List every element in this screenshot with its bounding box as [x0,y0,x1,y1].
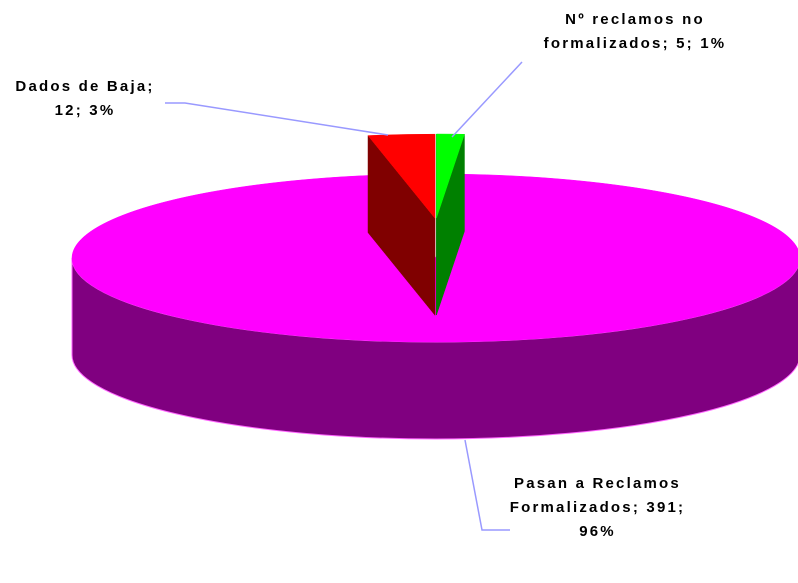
slice [436,133,465,219]
data-label: Pasan a Reclamos Formalizados; 391; 96% [509,475,686,540]
leader-line [165,102,389,136]
data-label: Nº reclamos no formalizados; 5; 1% [543,11,727,52]
slice [367,133,436,219]
data-label: Dados de Baja; 12; 3% [15,78,155,119]
leader-line [451,61,523,138]
leader-line [464,439,510,531]
